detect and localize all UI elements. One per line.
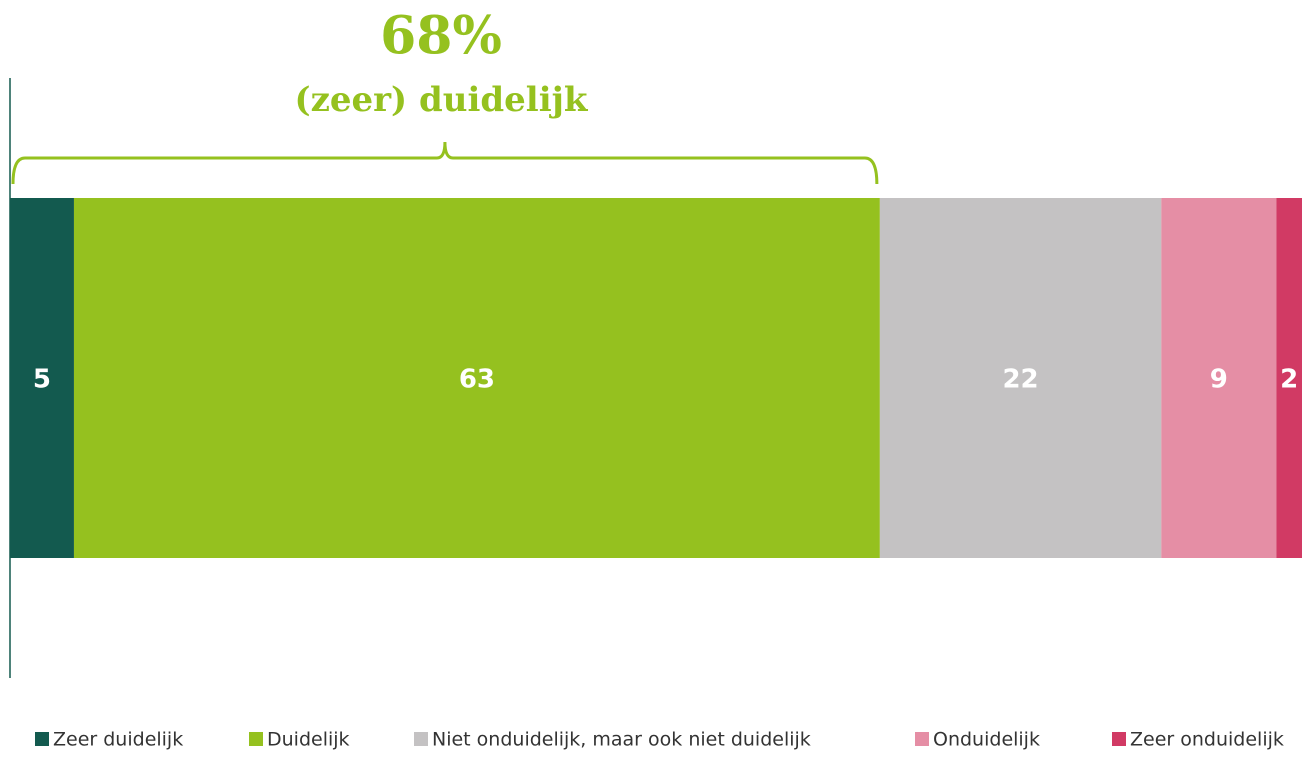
bar-segment [1276, 198, 1302, 558]
legend-label: Niet onduidelijk, maar ook niet duidelij… [432, 729, 811, 751]
legend-label: Zeer onduidelijk [1130, 729, 1284, 751]
legend-label: Duidelijk [267, 729, 350, 751]
bar-segment [73, 198, 880, 558]
legend-label: Onduidelijk [933, 729, 1040, 751]
legend-label: Zeer duidelijk [53, 729, 183, 751]
data-label: 9 [1210, 365, 1228, 395]
legend-swatch [1112, 732, 1126, 746]
data-label: 22 [1002, 365, 1038, 395]
bar-segment [1161, 198, 1277, 558]
annotation-text: (zeer) duidelijk [294, 80, 588, 120]
bracket [11, 141, 879, 185]
bar-segment [10, 198, 74, 558]
legend-swatch [35, 732, 49, 746]
data-label: 63 [459, 365, 495, 395]
legend-swatch [414, 732, 428, 746]
data-label: 2 [1280, 365, 1298, 395]
annotation-value: 68% [380, 6, 502, 67]
legend-swatch [249, 732, 263, 746]
legend-swatch [915, 732, 929, 746]
bar-segment [879, 198, 1162, 558]
data-label: 5 [33, 365, 51, 395]
